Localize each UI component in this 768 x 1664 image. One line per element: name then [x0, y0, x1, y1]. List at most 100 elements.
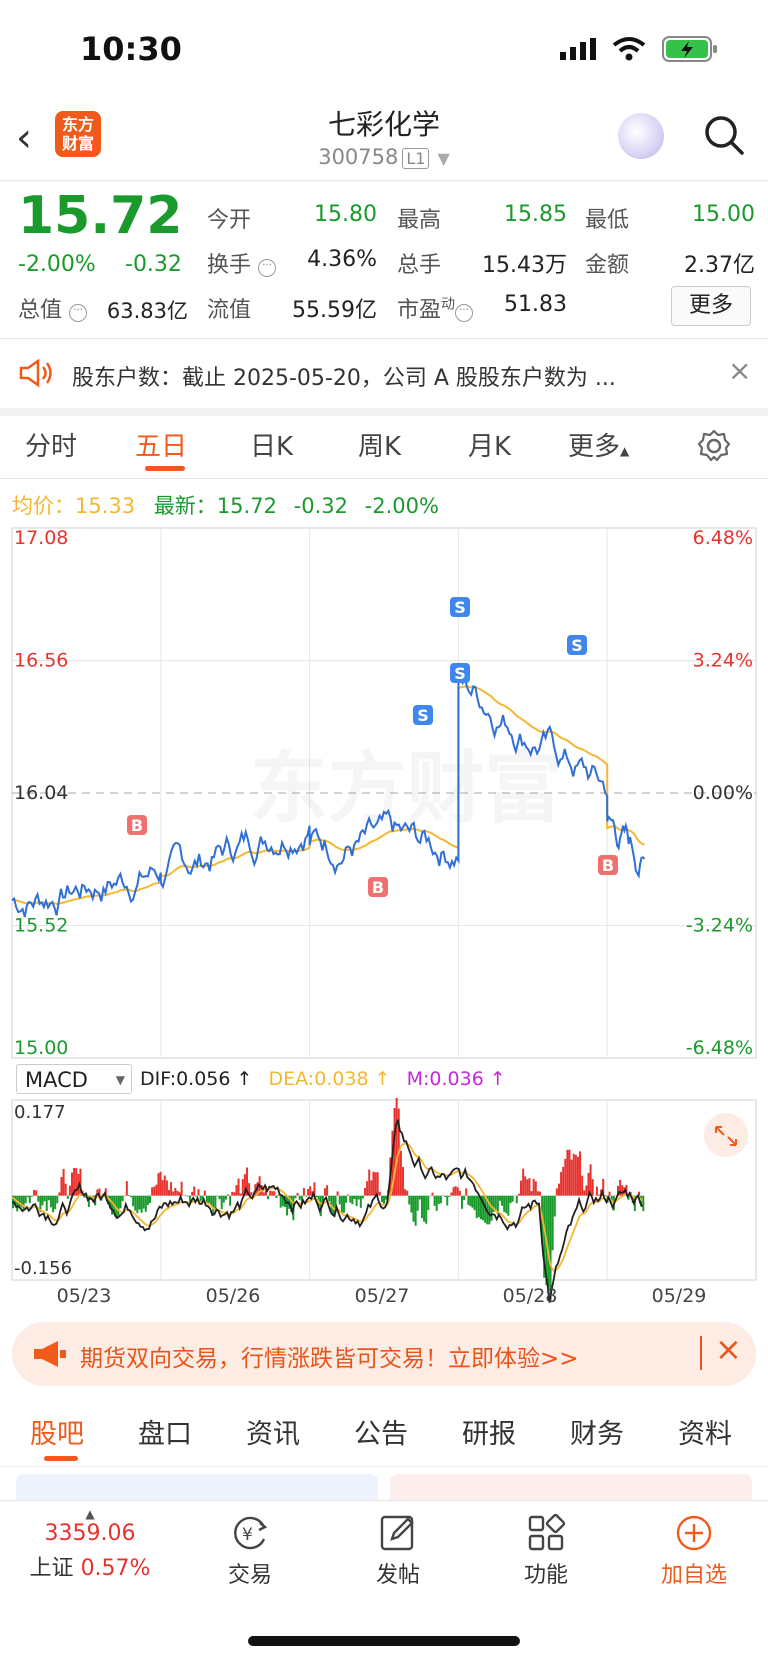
macd-bar [138, 1196, 140, 1210]
macd-bar [444, 1196, 446, 1197]
macd-bar [42, 1196, 44, 1206]
macd-bar [168, 1190, 170, 1196]
tab-announcement[interactable]: 公告 [354, 1412, 408, 1451]
tab-daily-k[interactable]: 日K [250, 426, 293, 463]
macd-bar [455, 1186, 457, 1196]
macd-bar [552, 1196, 554, 1251]
x-tick: 05/23 [57, 1285, 112, 1307]
tab-finance[interactable]: 财务 [570, 1412, 624, 1451]
index-ticker[interactable]: ▲ 3359.06 上证 0.57% [20, 1507, 160, 1582]
futures-banner[interactable]: 期货双向交易，行情涨跌皆可交易！立即体验>> × [12, 1322, 756, 1386]
marker-label: B [131, 816, 143, 835]
macd-bar [273, 1191, 275, 1195]
tab-news[interactable]: 资讯 [246, 1412, 300, 1451]
macd-bar [124, 1196, 126, 1197]
nav-functions[interactable]: 功能 [496, 1513, 596, 1589]
tab-profile[interactable]: 资料 [678, 1412, 732, 1451]
macd-bar [227, 1194, 229, 1195]
macd-bar [214, 1196, 216, 1209]
notice-bar[interactable]: 股东户数：截止 2025-05-20，公司 A 股股东户数为 ... × [0, 338, 768, 416]
tab-five-day[interactable]: 五日 [135, 426, 187, 463]
tab-weekly-k[interactable]: 周K [358, 426, 401, 463]
volume-value: 15.43万 [460, 247, 567, 279]
macd-bar [153, 1187, 155, 1196]
nav-trade[interactable]: ¥ 交易 [200, 1513, 300, 1589]
marker-label: S [571, 636, 583, 655]
macd-bar [453, 1187, 455, 1195]
macd-bar [50, 1196, 52, 1208]
macd-bar [503, 1196, 505, 1212]
avg-info: 均价：15.33 最新：15.72 -0.32 -2.00% [12, 490, 439, 520]
active-tab-indicator [145, 466, 185, 471]
macd-bar [413, 1196, 415, 1222]
macd-bar [478, 1196, 480, 1218]
macd-bar [501, 1196, 503, 1206]
tab-guba[interactable]: 股吧 [30, 1412, 84, 1451]
more-quote-button[interactable]: 更多 [671, 286, 751, 326]
turnover-label[interactable]: 换手 ··· [207, 247, 276, 279]
macd-bar [377, 1172, 379, 1195]
macd-bar [294, 1196, 296, 1199]
macd-bar [583, 1190, 585, 1195]
info-tabs: 股吧 盘口 资讯 公告 研报 财务 资料 [0, 1396, 768, 1467]
level-badge: L1 [402, 148, 429, 169]
macd-bar [573, 1154, 575, 1196]
y-tick-right: 0.00% [693, 782, 753, 804]
close-icon[interactable]: × [728, 354, 751, 387]
macd-bar [250, 1192, 252, 1196]
macd-bar [166, 1180, 168, 1195]
float-value: 55.59亿 [270, 292, 377, 324]
macd-bar [162, 1180, 164, 1196]
marker-label: S [454, 598, 466, 617]
banner-close-icon[interactable]: × [715, 1330, 742, 1368]
macd-bar [46, 1196, 48, 1211]
search-icon[interactable] [702, 113, 746, 157]
macd-bar [233, 1192, 235, 1195]
assistant-avatar-icon[interactable] [618, 113, 664, 159]
macd-bar [592, 1179, 594, 1195]
indicator-select[interactable]: MACD▼ [16, 1064, 132, 1094]
macd-bar [402, 1167, 404, 1196]
macd-bar [229, 1196, 231, 1206]
tab-monthly-k[interactable]: 月K [468, 426, 511, 463]
macd-bar [482, 1196, 484, 1221]
macd-bar [362, 1196, 364, 1199]
macd-bar [225, 1196, 227, 1200]
tab-pankou[interactable]: 盘口 [138, 1412, 192, 1451]
macd-bar [216, 1196, 218, 1197]
macd-bar [427, 1196, 429, 1210]
add-circle-icon [674, 1513, 714, 1553]
notice-text: 股东户数：截止 2025-05-20，公司 A 股股东户数为 ... [72, 360, 616, 392]
macd-bar [58, 1192, 60, 1195]
macd-values: DIF:0.056 ↑ DEA:0.038 ↑ M:0.036 ↑ [140, 1068, 506, 1090]
pe-label[interactable]: 市盈动··· [397, 292, 473, 324]
macd-bar [33, 1190, 35, 1196]
mktcap-label[interactable]: 总值 ··· [18, 292, 87, 324]
macd-bar [130, 1196, 132, 1198]
macd-bar [29, 1196, 31, 1203]
macd-bar [415, 1196, 417, 1226]
x-tick: 05/27 [355, 1285, 410, 1307]
macd-bar [185, 1195, 187, 1196]
macd-bar [431, 1193, 433, 1196]
signal-icon [560, 38, 600, 60]
macd-bar [569, 1150, 571, 1196]
macd-bar [181, 1182, 183, 1196]
macd-bar [621, 1185, 623, 1196]
tab-more[interactable]: 更多▲ [568, 426, 629, 463]
tab-research[interactable]: 研报 [462, 1412, 516, 1451]
nav-add-watchlist[interactable]: 加自选 [644, 1513, 744, 1589]
macd-bar [341, 1196, 343, 1213]
macd-bar [44, 1196, 46, 1202]
gear-icon[interactable] [696, 428, 732, 464]
macd-bar [267, 1196, 269, 1200]
tab-intraday[interactable]: 分时 [25, 426, 77, 463]
macd-bar [219, 1196, 221, 1199]
macd-bar [54, 1196, 56, 1210]
y-tick-left: 15.00 [14, 1037, 68, 1059]
macd-bar [297, 1193, 299, 1196]
nav-post[interactable]: 发帖 [348, 1513, 448, 1589]
macd-bar [516, 1196, 518, 1204]
